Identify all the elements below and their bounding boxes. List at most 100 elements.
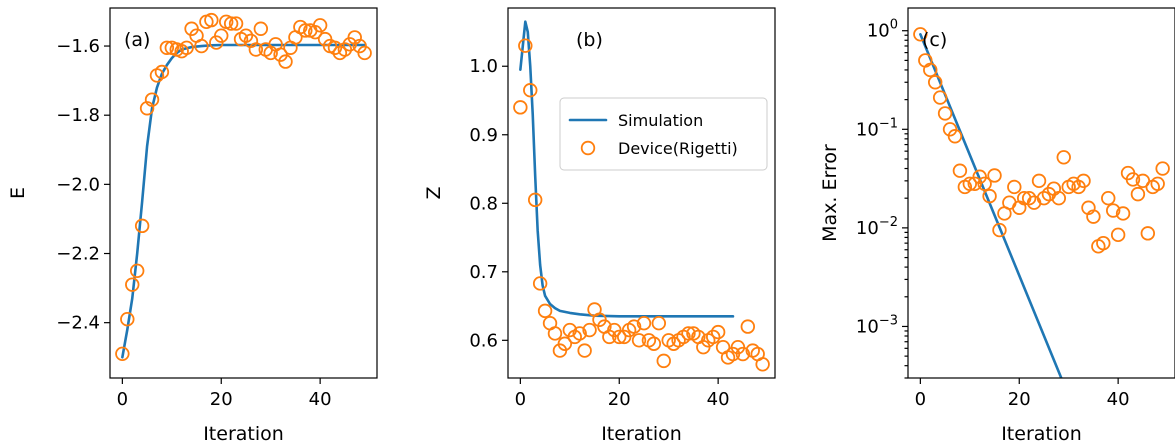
device-point [582, 322, 597, 338]
legend-box [559, 97, 768, 171]
device-point [651, 315, 667, 331]
device-point [194, 38, 209, 54]
device-point [228, 16, 244, 31]
x-tick-label: 40 [1107, 389, 1130, 410]
device-point [947, 129, 963, 144]
device-point [154, 64, 170, 80]
device-point [523, 83, 538, 98]
x-axis-label: Iteration [601, 423, 682, 445]
device-point [1105, 203, 1121, 218]
x-tick-label: 20 [608, 389, 631, 410]
device-point [253, 21, 269, 36]
y-tick-label: 10−2 [856, 215, 898, 239]
device-point [913, 27, 928, 42]
device-point [735, 346, 751, 362]
device-point [327, 40, 343, 55]
device-point [1155, 161, 1170, 176]
axes-frame [507, 7, 776, 379]
device-point [537, 303, 553, 319]
device-point [1096, 235, 1111, 251]
y-tick-label: 0.8 [469, 193, 498, 214]
device-point [1110, 227, 1126, 243]
device-point [238, 28, 254, 43]
device-point [755, 357, 770, 372]
device-point [214, 28, 229, 43]
y-tick-label: −2.0 [56, 174, 100, 195]
device-point [631, 333, 647, 348]
device-point [518, 38, 533, 53]
device-point [1007, 179, 1022, 195]
x-tick-label: 0 [915, 389, 926, 410]
axes-frame [109, 7, 378, 379]
device-point [1031, 173, 1047, 189]
device-point [1051, 190, 1067, 206]
device-point [962, 176, 978, 192]
device-point [923, 62, 938, 78]
device-point [937, 106, 953, 121]
panel-a: 0 20 40 −2.4 −2.2 −2.0 −1.8 −1.6 Iteration E (a) [7, 7, 378, 445]
device-point [179, 40, 194, 55]
device-point [626, 319, 642, 334]
x-tick-label: 20 [1008, 389, 1031, 410]
device-point [656, 353, 671, 369]
device-point [120, 312, 135, 327]
panel-label: (b) [576, 29, 603, 51]
device-point [298, 23, 313, 38]
device-point [357, 45, 372, 61]
y-tick-label: 1.0 [469, 56, 498, 77]
y-tick-label: −2.4 [56, 313, 100, 334]
legend-simulation-label: Simulation [618, 111, 703, 130]
panel-c: 0 20 40 10−3 10−2 10−1 100 Iteration Max. Error (… [819, 7, 1175, 445]
y-tick-label: 0.6 [469, 330, 498, 351]
legend-device-swatch [580, 140, 596, 156]
device-point [932, 90, 948, 105]
x-tick-label: 40 [309, 389, 332, 410]
device-point [710, 324, 726, 340]
device-point [927, 75, 943, 90]
device-point [532, 276, 548, 291]
device-point [681, 326, 696, 341]
simulation-line [121, 43, 366, 359]
device-point [557, 336, 573, 351]
device-point [204, 12, 219, 28]
y-tick-label: 10−3 [856, 313, 898, 337]
y-tick-label: 0.7 [469, 262, 498, 283]
device-point [115, 346, 130, 361]
device-point [987, 168, 1002, 183]
x-axis-label: Iteration [1001, 423, 1082, 445]
device-point [248, 42, 264, 57]
device-point [612, 329, 627, 345]
y-tick-label: −2.2 [56, 244, 100, 265]
device-point [1021, 190, 1037, 206]
y-tick-label: −1.6 [56, 36, 100, 57]
device-point [312, 18, 328, 33]
device-point [337, 42, 353, 57]
x-tick-label: 20 [210, 389, 233, 410]
panel-label: (c) [922, 29, 947, 51]
y-tick-label: 100 [867, 18, 898, 42]
device-point [982, 188, 997, 204]
y-tick-label: 10−1 [856, 116, 898, 140]
device-point [1101, 190, 1116, 206]
x-tick-label: 0 [117, 389, 128, 410]
y-axis-label: Z [423, 186, 445, 199]
device-point [1056, 150, 1071, 165]
plot-area [513, 20, 770, 372]
plot-area [913, 27, 1170, 378]
panel-b: 0 20 40 0.6 0.7 0.8 0.9 1.0 Iteration Z (b) Simulat… [423, 7, 776, 445]
device-point [572, 326, 587, 341]
plot-area [115, 12, 372, 361]
y-axis-label: E [7, 187, 29, 199]
y-tick-label: 0.9 [469, 125, 498, 146]
device-point [952, 163, 968, 178]
device-point [278, 54, 293, 69]
axes-frame [907, 7, 1175, 379]
device-point [223, 16, 239, 31]
device-point [1086, 209, 1101, 224]
device-point [740, 319, 756, 334]
device-point [134, 218, 150, 234]
x-tick-label: 0 [515, 389, 526, 410]
device-point [125, 277, 140, 292]
device-point [1076, 173, 1091, 189]
